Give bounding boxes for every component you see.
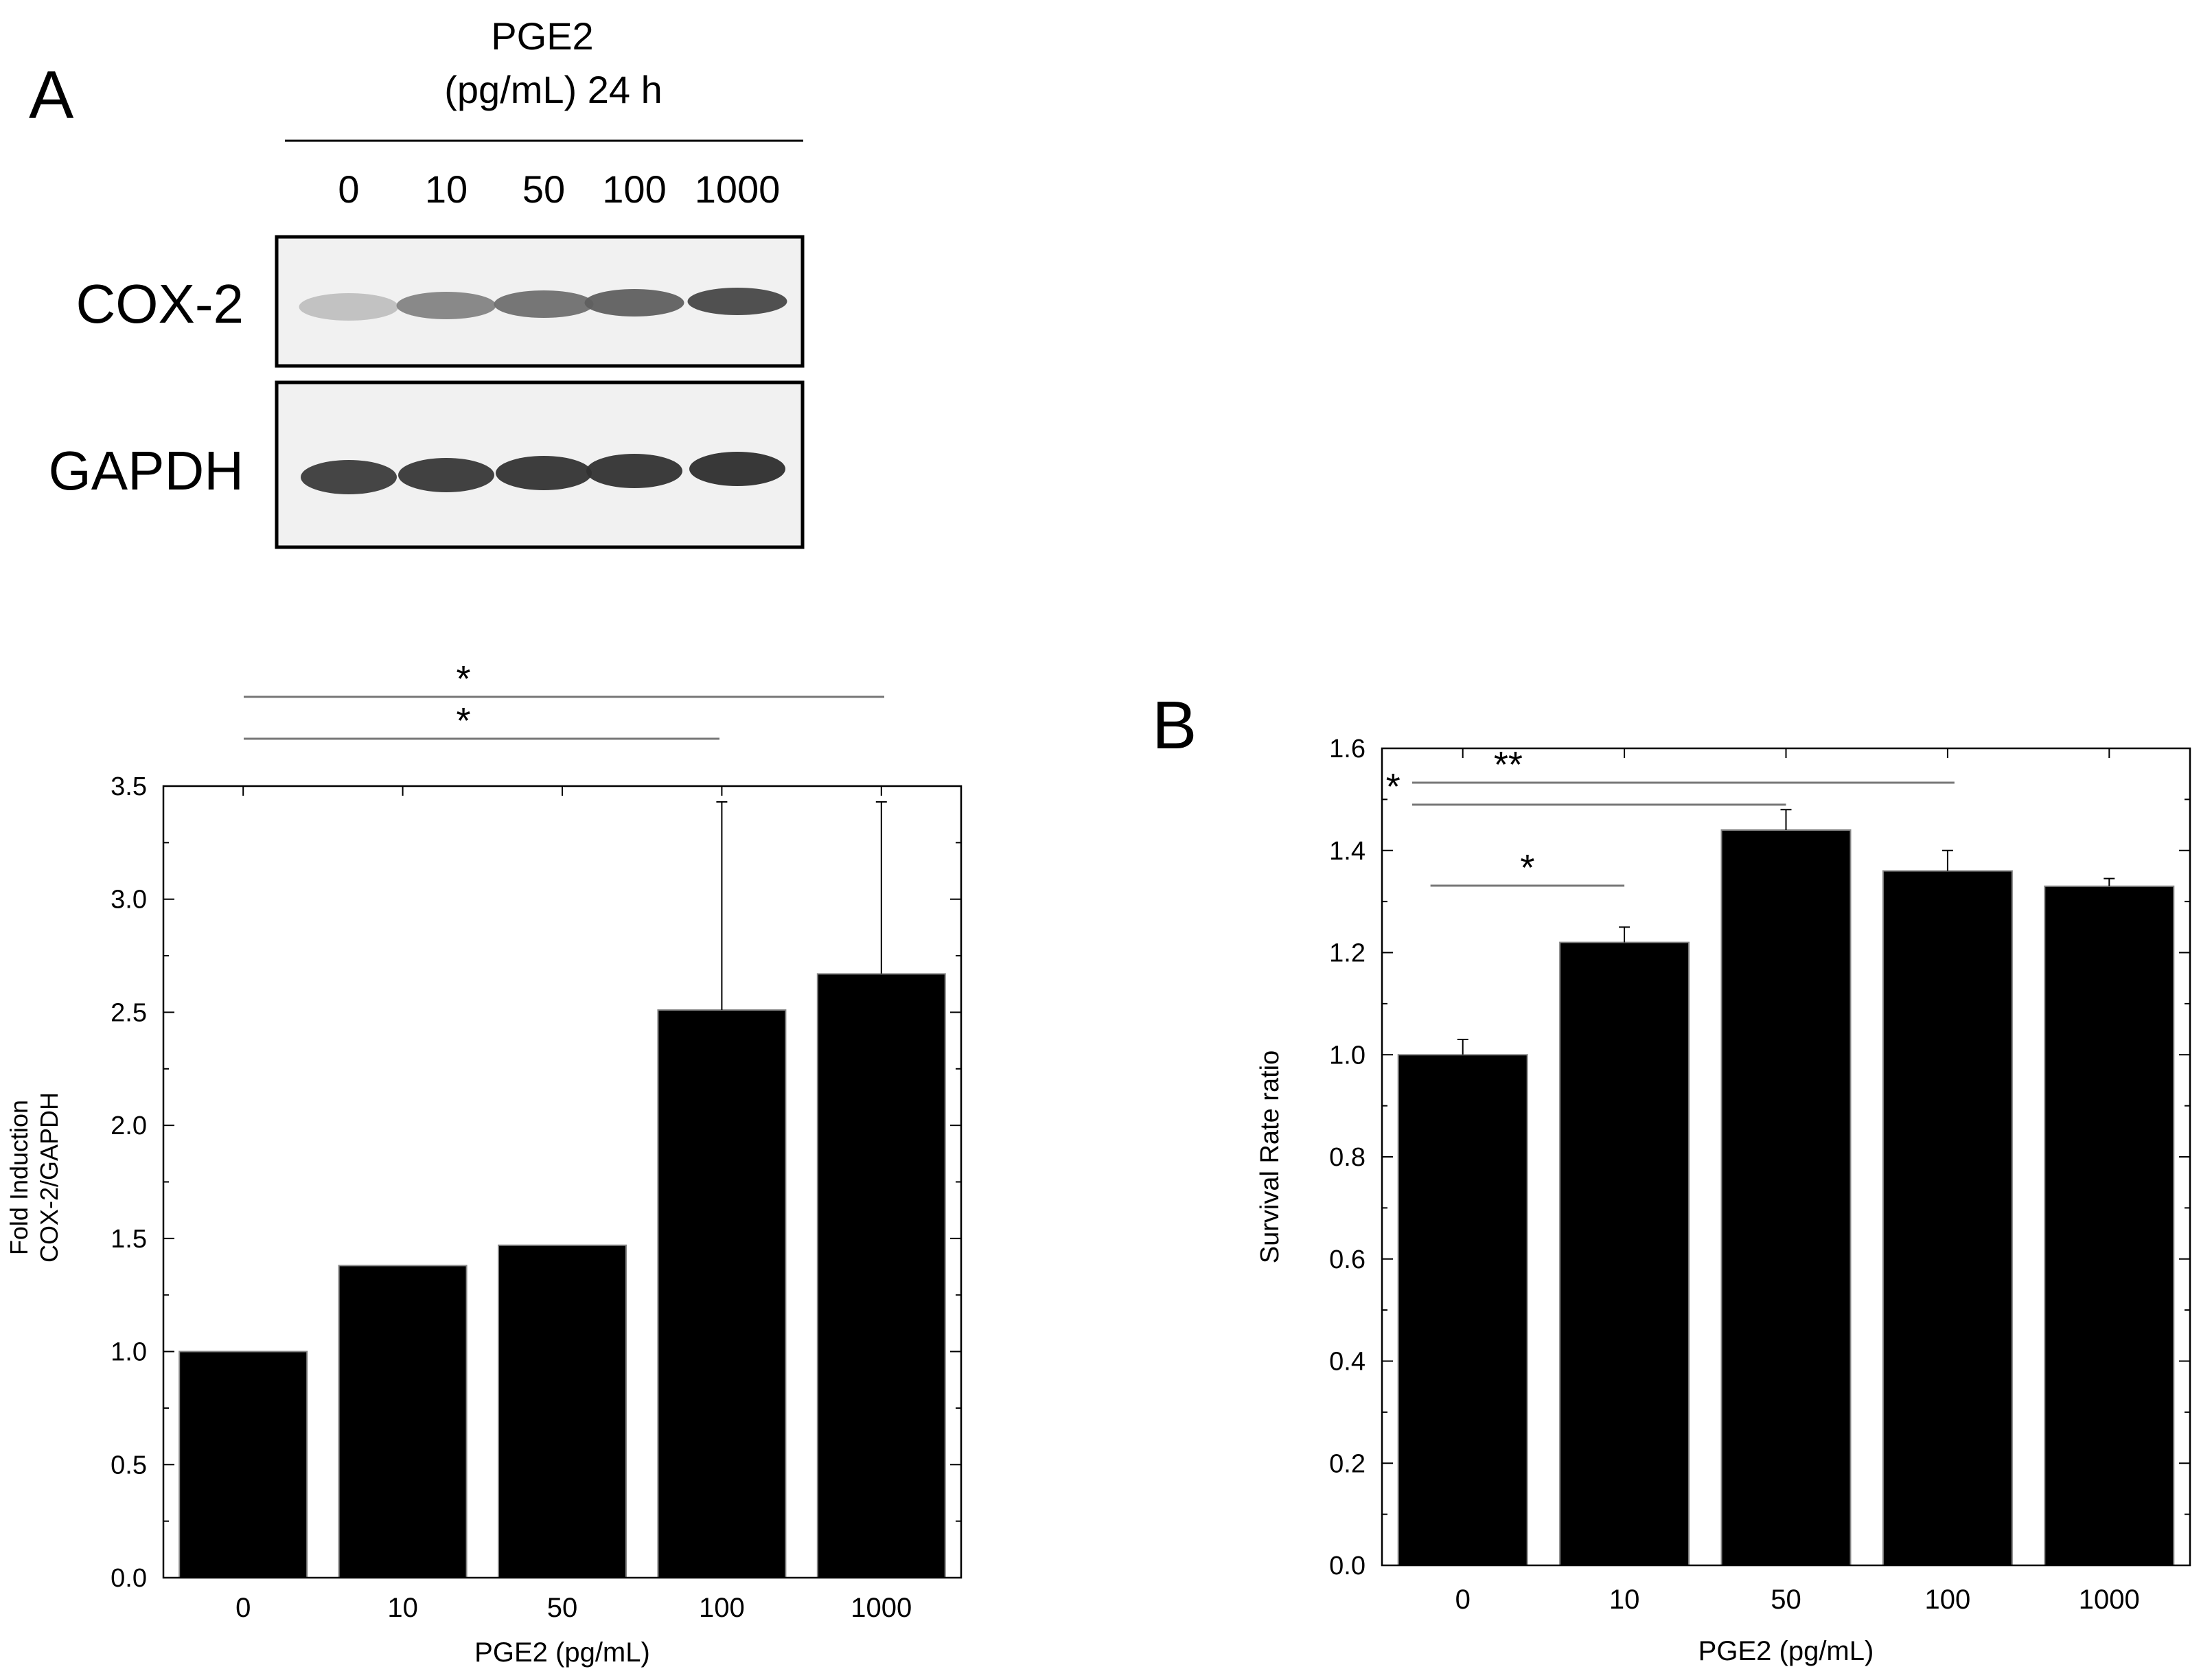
significance-marker: *: [456, 658, 470, 700]
panel-b-label: B: [1152, 687, 1197, 763]
significance-marker: *: [1386, 766, 1401, 807]
x-axis-label: PGE2 (pg/mL): [1698, 1636, 1874, 1666]
band: [396, 292, 496, 319]
y-tick-label: 1.5: [111, 1225, 147, 1254]
bar: [338, 1265, 468, 1578]
bar: [1720, 829, 1852, 1566]
band: [584, 289, 684, 317]
x-tick-label: 50: [547, 1593, 578, 1623]
bar: [816, 973, 946, 1578]
bar: [498, 1244, 627, 1578]
y-tick-label: 1.2: [1329, 939, 1365, 968]
significance-marker: *: [1520, 847, 1534, 888]
y-tick-label: 0.0: [111, 1564, 147, 1593]
band: [496, 456, 592, 490]
lane-label: 50: [522, 168, 565, 211]
y-tick-label: 0.0: [1329, 1552, 1365, 1580]
y-tick-label: 2.0: [111, 1112, 147, 1140]
bar: [1397, 1054, 1528, 1566]
panel-a-label: A: [29, 57, 74, 133]
y-tick-label: 1.0: [1329, 1041, 1365, 1070]
y-tick-label: 0.8: [1329, 1143, 1365, 1172]
band: [398, 458, 494, 492]
x-tick-label: 50: [1771, 1585, 1801, 1615]
y-axis-label: Fold Induction: [5, 1100, 33, 1255]
y-tick-label: 1.0: [111, 1338, 147, 1367]
band: [586, 454, 682, 488]
lane-label: 10: [425, 168, 468, 211]
y-tick-label: 0.4: [1329, 1348, 1365, 1377]
band: [301, 460, 397, 494]
blot-label-gapdh: GAPDH: [49, 440, 244, 501]
band: [689, 452, 785, 486]
x-tick-label: 100: [699, 1593, 745, 1623]
bar: [657, 1009, 787, 1578]
lane-label: 1000: [695, 168, 781, 211]
y-tick-label: 2.5: [111, 998, 147, 1027]
y-tick-label: 1.6: [1329, 735, 1365, 763]
x-tick-label: 100: [1925, 1585, 1971, 1615]
lane-labels: 0 10 50 100 1000: [338, 168, 780, 211]
y-tick-label: 3.5: [111, 772, 147, 801]
bar: [178, 1350, 308, 1578]
band: [494, 290, 594, 318]
x-tick-label: 0: [235, 1593, 251, 1623]
lane-label: 100: [602, 168, 666, 211]
bar: [2044, 885, 2175, 1566]
x-tick-label: 10: [387, 1593, 418, 1623]
y-axis-label: Survival Rate ratio: [1256, 1050, 1284, 1263]
band: [687, 288, 787, 315]
cox2-bands: [299, 288, 787, 321]
bar: [1559, 941, 1690, 1566]
panel-a: A PGE2 (pg/mL) 24 h 0 10 50 100 1000 COX-2 G…: [29, 14, 805, 549]
y-tick-label: 3.0: [111, 886, 147, 914]
x-tick-label: 10: [1609, 1585, 1640, 1615]
y-axis-label: COX-2/GAPDH: [35, 1092, 63, 1263]
x-tick-label: 1000: [2079, 1585, 2140, 1615]
chart-b: 0.0 0.2 0.4 0.6 0.8 1.0 1.2 1.4 1.6 0 10 50 100 1000 P…: [1256, 735, 2191, 1666]
x-tick-label: 1000: [851, 1593, 912, 1623]
y-tick-label: 0.6: [1329, 1245, 1365, 1274]
y-tick-label: 1.4: [1329, 837, 1365, 866]
band: [299, 293, 399, 321]
blot-label-cox2: COX-2: [76, 273, 244, 334]
y-tick-label: 0.5: [111, 1451, 147, 1480]
chart-a: 0.0 0.5 1.0 1.5 2.0 2.5 3.0 3.5 0 10 50 100 1000 PGE2…: [5, 658, 963, 1668]
treatment-title: PGE2: [491, 14, 593, 58]
treatment-subtitle: (pg/mL) 24 h: [444, 68, 662, 111]
gapdh-bands: [301, 452, 785, 494]
x-axis-label: PGE2 (pg/mL): [474, 1637, 650, 1668]
x-tick-label: 0: [1455, 1585, 1471, 1615]
bar: [1882, 870, 2013, 1566]
significance-marker: **: [1494, 744, 1523, 785]
y-tick-label: 0.2: [1329, 1449, 1365, 1478]
significance-marker: *: [456, 700, 470, 741]
lane-label: 0: [338, 168, 359, 211]
